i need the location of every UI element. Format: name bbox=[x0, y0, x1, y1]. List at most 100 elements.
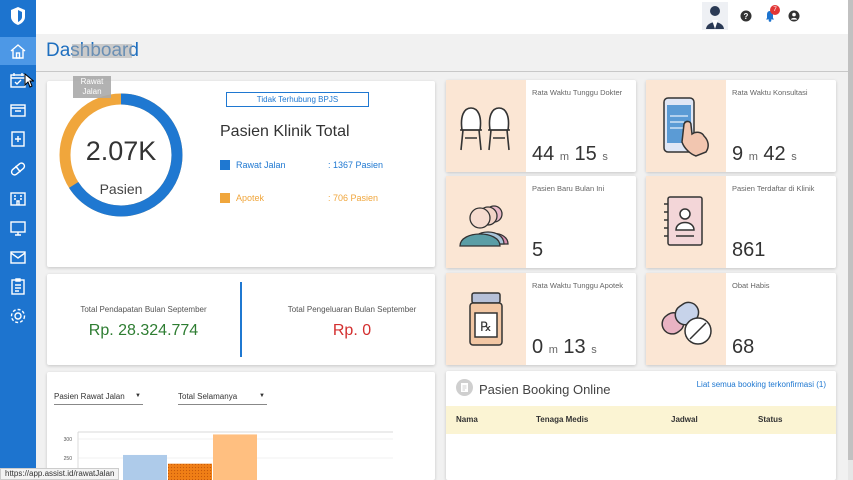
stat-card-consultation-time: Rata Waktu Konsultasi 9 m 42 s bbox=[646, 80, 836, 172]
sidebar-item-inbox[interactable] bbox=[0, 96, 36, 124]
people-icon bbox=[459, 205, 509, 247]
income-label: Total Pendapatan Bulan September bbox=[80, 305, 207, 314]
finance-card: Total Pendapatan Bulan September Rp. 28.… bbox=[47, 274, 435, 365]
income-value: Rp. 28.324.774 bbox=[88, 322, 199, 339]
total-patients-unit: Pasien bbox=[99, 181, 143, 197]
booking-table-header: Nama Tenaga Medis Jadwal Status bbox=[446, 406, 836, 434]
help-icon[interactable]: ? bbox=[740, 10, 752, 22]
sidebar-item-home[interactable] bbox=[0, 37, 36, 65]
legend-count-apotek: : 706 Pasien bbox=[328, 193, 379, 203]
pill-icon bbox=[10, 162, 26, 176]
notification-badge: 7 bbox=[770, 5, 780, 15]
sidebar-item-medicine[interactable] bbox=[0, 155, 36, 183]
sidebar-item-monitor[interactable] bbox=[0, 214, 36, 242]
stat-value: 5 bbox=[532, 239, 544, 261]
scrollbar-thumb[interactable] bbox=[848, 0, 853, 460]
legend-swatch-rawat-jalan bbox=[220, 160, 230, 170]
stat-value: 44 m 15 s bbox=[532, 143, 608, 165]
stat-label: Rata Waktu Konsultasi bbox=[732, 88, 808, 97]
finance-divider bbox=[240, 282, 242, 357]
column-header-medic: Tenaga Medis bbox=[536, 415, 589, 424]
svg-text:?: ? bbox=[744, 12, 749, 21]
monitor-icon bbox=[10, 221, 26, 236]
y-tick-label: 250 bbox=[64, 456, 73, 462]
chairs-icon bbox=[460, 107, 510, 151]
stat-card-wait-doctor: Rata Waktu Tunggu Dokter 44 m 15 s bbox=[446, 80, 636, 172]
booking-title: Pasien Booking Online bbox=[479, 382, 611, 397]
stat-label: Obat Habis bbox=[732, 281, 770, 290]
patients-donut-chart bbox=[59, 93, 183, 217]
status-bar-url: https://app.assist.id/rawatJalan bbox=[0, 468, 120, 480]
clinic-logo-icon[interactable] bbox=[9, 6, 27, 26]
medicine-jar-icon: ℞ bbox=[469, 292, 503, 346]
period-select[interactable]: Total Selamanya ▼ bbox=[178, 392, 267, 405]
patients-card: 2.07K Pasien Tidak Terhubung BPJS Pasien… bbox=[47, 81, 435, 267]
sidebar-item-settings[interactable] bbox=[0, 302, 36, 330]
sidebar-item-messages[interactable] bbox=[0, 243, 36, 271]
phone-tap-icon bbox=[663, 97, 709, 157]
column-header-status: Status bbox=[758, 415, 783, 424]
pharmacy-icon bbox=[11, 131, 25, 147]
inbox-icon bbox=[10, 104, 26, 117]
expense-label: Total Pengeluaran Bulan September bbox=[287, 305, 417, 314]
patients-bar-chart: 300 250 bbox=[64, 431, 393, 480]
booking-list-icon bbox=[456, 379, 473, 396]
legend-label-rawat-jalan: Rawat Jalan bbox=[236, 160, 286, 170]
sidebar-item-pharmacy[interactable] bbox=[0, 125, 36, 153]
chart-bar[interactable] bbox=[168, 463, 212, 480]
stat-card-wait-pharmacy: ℞ Rata Waktu Tunggu Apotek 0 m 13 s bbox=[446, 273, 636, 365]
stat-label: Pasien Baru Bulan Ini bbox=[532, 184, 605, 193]
svg-text:℞: ℞ bbox=[480, 319, 492, 334]
booking-card: Pasien Booking Online Liat semua booking… bbox=[446, 371, 836, 480]
legend-count-rawat-jalan: : 1367 Pasien bbox=[328, 160, 384, 170]
y-tick-label: 300 bbox=[64, 437, 73, 443]
home-icon bbox=[10, 44, 26, 59]
bpjs-status-badge[interactable]: Tidak Terhubung BPJS bbox=[226, 92, 369, 107]
stat-label: Rata Waktu Tunggu Dokter bbox=[532, 88, 623, 97]
page-scrollbar[interactable] bbox=[848, 0, 853, 480]
patient-type-select[interactable]: Pasien Rawat Jalan ▼ bbox=[54, 392, 143, 405]
chart-bar[interactable] bbox=[123, 454, 167, 480]
legend-swatch-apotek bbox=[220, 193, 230, 203]
capsule-icon bbox=[661, 301, 712, 345]
settings-icon bbox=[10, 308, 26, 324]
building-icon bbox=[10, 192, 26, 206]
stat-card-out-of-stock: Obat Habis 68 bbox=[646, 273, 836, 365]
total-patients-value: 2.07K bbox=[85, 136, 157, 166]
column-header-schedule: Jadwal bbox=[671, 415, 698, 424]
stat-value: 9 m 42 s bbox=[732, 143, 797, 165]
stat-icon-bg bbox=[446, 80, 526, 172]
legend-label-apotek: Apotek bbox=[236, 193, 265, 203]
top-bar: ? 7 bbox=[36, 0, 853, 34]
stat-card-registered-patients: Pasien Terdaftar di Klinik 861 bbox=[646, 176, 836, 268]
mail-icon bbox=[10, 251, 26, 264]
stat-label: Rata Waktu Tunggu Apotek bbox=[532, 281, 624, 290]
stat-value: 0 m 13 s bbox=[532, 336, 597, 358]
title-divider bbox=[36, 71, 848, 72]
chevron-down-icon: ▼ bbox=[259, 393, 265, 399]
title-overlay bbox=[72, 44, 132, 58]
expense-value: Rp. 0 bbox=[332, 322, 372, 339]
notebook-icon bbox=[664, 196, 703, 246]
stat-value: 68 bbox=[732, 336, 755, 358]
column-header-name: Nama bbox=[456, 415, 478, 424]
chart-tooltip: Rawat Jalan bbox=[73, 76, 111, 98]
stat-value: 861 bbox=[732, 239, 766, 261]
sidebar bbox=[0, 0, 36, 480]
booking-confirmed-link[interactable]: Liat semua booking terkonfirmasi (1) bbox=[696, 380, 826, 389]
account-icon[interactable] bbox=[788, 10, 800, 22]
patient-type-select-value: Pasien Rawat Jalan bbox=[54, 392, 125, 401]
chevron-down-icon: ▼ bbox=[135, 393, 141, 399]
user-avatar[interactable] bbox=[702, 2, 728, 30]
mouse-cursor-icon bbox=[24, 73, 34, 88]
clipboard-icon bbox=[11, 278, 25, 295]
chart-bar[interactable] bbox=[213, 434, 257, 480]
stat-label: Pasien Terdaftar di Klinik bbox=[732, 184, 815, 193]
chart-card: Pasien Rawat Jalan ▼ Total Selamanya ▼ 3… bbox=[47, 372, 435, 480]
stat-card-new-patients: Pasien Baru Bulan Ini 5 bbox=[446, 176, 636, 268]
donut-segment-rawat-jalan bbox=[59, 93, 183, 217]
sidebar-item-clinic[interactable] bbox=[0, 184, 36, 212]
sidebar-item-reports[interactable] bbox=[0, 272, 36, 300]
patients-heading: Pasien Klinik Total bbox=[220, 123, 350, 140]
period-select-value: Total Selamanya bbox=[178, 392, 238, 401]
